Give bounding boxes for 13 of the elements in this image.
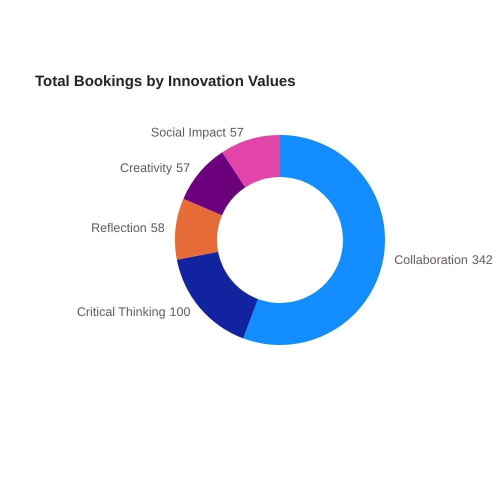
data-label: 342 (472, 252, 493, 267)
slice-label: Critical Thinking (76, 305, 166, 320)
data-label: 58 (150, 220, 165, 235)
data-label: 57 (176, 161, 190, 176)
data-label: 57 (230, 126, 244, 140)
slice-label: Social Impact (150, 126, 226, 140)
chart-title: Total Bookings by Innovation Values (35, 73, 296, 90)
slice-label: Creativity (120, 161, 173, 176)
data-label: 100 (170, 305, 190, 320)
donut-slice (175, 198, 222, 260)
slice-label: Reflection (91, 220, 147, 235)
slice-label: Collaboration (394, 252, 468, 267)
donut-slice (243, 135, 385, 345)
